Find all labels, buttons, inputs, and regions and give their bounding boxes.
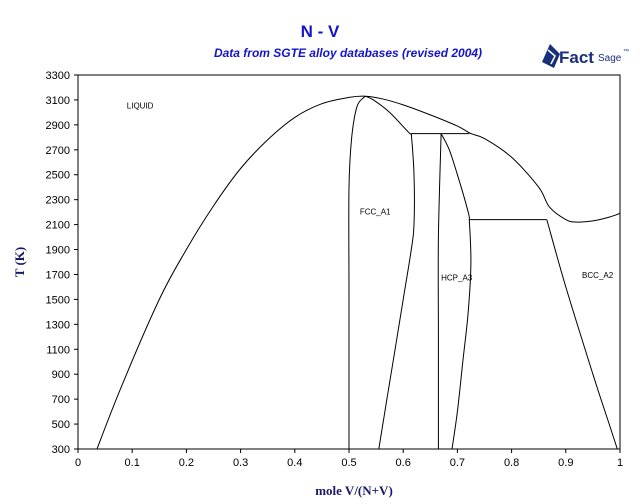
y-tick-label: 1500	[46, 294, 70, 306]
phase-label: HCP_A3	[441, 274, 473, 283]
y-tick-label: 900	[52, 369, 70, 381]
x-tick-label: 0.9	[558, 457, 573, 469]
y-tick-label: 3100	[46, 95, 70, 107]
phase-boundary-line	[348, 95, 366, 449]
phase-boundary-line	[451, 219, 472, 450]
logo-trademark: ™	[623, 48, 629, 55]
phase-boundary-line	[546, 219, 618, 450]
y-tick-label: 1100	[46, 344, 70, 356]
phase-label: FCC_A1	[360, 208, 391, 217]
factsage-mark-icon	[542, 44, 560, 68]
phase-label: BCC_A2	[582, 271, 614, 280]
x-tick-label: 0.7	[450, 457, 465, 469]
y-tick-label: 1300	[46, 319, 70, 331]
x-tick-label: 0.3	[233, 457, 248, 469]
y-axis-label: T (K)	[12, 247, 27, 277]
y-tick-label: 2300	[46, 195, 70, 207]
x-tick-label: 0.1	[125, 457, 140, 469]
x-tick-label: 0.2	[179, 457, 194, 469]
y-tick-label: 3300	[46, 70, 70, 82]
phase-boundary-line	[378, 133, 415, 450]
y-tick-label: 2700	[46, 145, 70, 157]
phase-boundary-line	[96, 95, 621, 450]
phase-label: LIQUID	[127, 102, 154, 111]
chart-title: N - V	[300, 22, 340, 41]
y-tick-label: 500	[52, 419, 70, 431]
y-tick-label: 1700	[46, 269, 70, 281]
y-tick-label: 2500	[46, 170, 70, 182]
logo-word-fact: Fact	[559, 48, 594, 67]
y-tick-label: 2900	[46, 120, 70, 132]
x-tick-label: 0.8	[504, 457, 519, 469]
x-tick-label: 1	[617, 457, 623, 469]
y-tick-label: 700	[52, 394, 70, 406]
x-tick-label: 0.4	[287, 457, 302, 469]
y-tick-label: 1900	[46, 245, 70, 257]
phase-boundaries	[96, 95, 621, 450]
logo-word-sage: Sage	[598, 53, 622, 64]
phase-boundary-line	[365, 95, 412, 135]
factsage-logo: Fact Sage ™	[542, 44, 629, 68]
phase-boundary-line	[440, 133, 470, 220]
x-tick-label: 0	[75, 457, 81, 469]
x-axis-label: mole V/(N+V)	[315, 483, 393, 498]
y-tick-label: 2100	[46, 220, 70, 232]
phase-labels: LIQUID FCC_A1 HCP_A3 BCC_A2	[127, 102, 614, 283]
x-tick-label: 0.5	[341, 457, 356, 469]
chart-subtitle: Data from SGTE alloy databases (revised …	[213, 46, 483, 60]
phase-boundary-line	[437, 133, 442, 449]
axes: 0 0.1 0.2 0.3 0.4 0.5 0.6 0.7 0.8 0.9 130050070090…	[12, 70, 623, 498]
y-tick-label: 300	[52, 444, 70, 456]
x-tick-label: 0.6	[396, 457, 411, 469]
